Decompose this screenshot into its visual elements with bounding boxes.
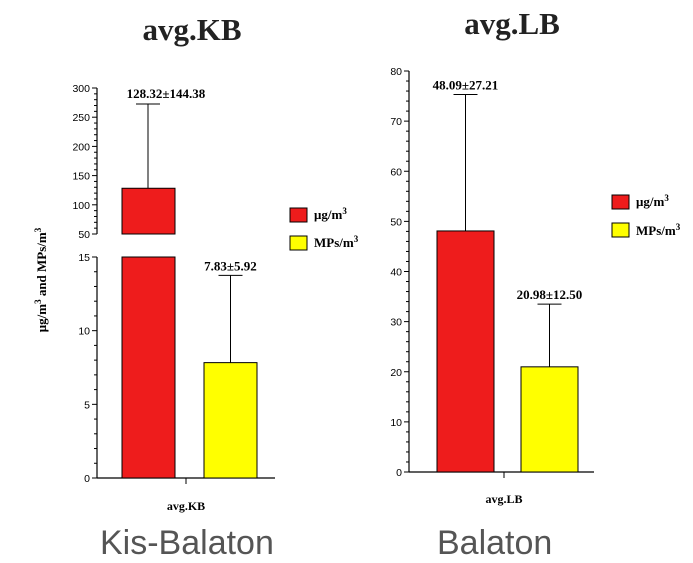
chart-balaton: 0 10 20 30 40 50 60 70 80 avg.LB 48.09±27.21 20.98±… bbox=[390, 66, 594, 506]
y-tick-label: 50 bbox=[78, 229, 90, 241]
y-tick-label: 50 bbox=[390, 216, 402, 228]
data-label: 48.09±27.21 bbox=[433, 78, 499, 93]
y-tick-label: 40 bbox=[390, 267, 402, 279]
legend-kb: μg/m3 MPs/m3 bbox=[289, 206, 359, 251]
chart-title-lb: avg.LB bbox=[464, 6, 560, 41]
y-tick-label: 10 bbox=[390, 417, 402, 429]
bar-ugm3 bbox=[436, 230, 495, 473]
data-label: 7.83±5.92 bbox=[204, 258, 257, 273]
y-tick-label: 70 bbox=[390, 116, 402, 128]
chart-kis-balaton: 0 5 10 15 50 100 150 200 250 300 avg.KB 128.32±144.… bbox=[72, 83, 275, 513]
legend-lb: μg/m3 MPs/m3 bbox=[611, 193, 681, 238]
y-tick-label: 5 bbox=[84, 399, 90, 411]
bar-ugm3-lower bbox=[121, 256, 176, 479]
y-tick-label: 15 bbox=[78, 252, 90, 264]
y-tick-label: 150 bbox=[72, 171, 90, 183]
y-tick-label: 300 bbox=[72, 83, 90, 95]
y-tick-label: 20 bbox=[390, 367, 402, 379]
legend-label-mps: MPs/m3 bbox=[314, 234, 359, 250]
y-tick-label: 250 bbox=[72, 112, 90, 124]
caption-balaton: Balaton bbox=[437, 524, 553, 562]
y-tick-label: 80 bbox=[390, 66, 402, 78]
legend-label-ugm3: μg/m3 bbox=[314, 206, 347, 222]
caption-kis-balaton: Kis-Balaton bbox=[100, 524, 274, 562]
y-tick-label: 0 bbox=[84, 473, 90, 485]
legend-swatch-mps bbox=[289, 235, 308, 251]
legend-swatch-ugm3 bbox=[611, 194, 630, 210]
legend-swatch-mps bbox=[611, 222, 630, 238]
chart-title-kb: avg.KB bbox=[142, 12, 241, 47]
bar-ugm3-upper bbox=[121, 187, 176, 235]
y-tick-label: 10 bbox=[78, 326, 90, 338]
bar-mps bbox=[203, 362, 258, 479]
y-tick-label: 100 bbox=[72, 200, 90, 212]
y-tick-label: 60 bbox=[390, 166, 402, 178]
legend-label-mps: MPs/m3 bbox=[636, 222, 681, 238]
y-tick-label: 0 bbox=[396, 467, 402, 479]
x-tick-label: avg.KB bbox=[167, 499, 205, 513]
y-tick-label: 30 bbox=[390, 317, 402, 329]
data-label: 20.98±12.50 bbox=[517, 287, 583, 302]
y-tick-label: 200 bbox=[72, 141, 90, 153]
bar-mps bbox=[520, 366, 579, 473]
legend-label-ugm3: μg/m3 bbox=[636, 193, 669, 209]
x-tick-label: avg.LB bbox=[485, 492, 522, 506]
legend-swatch-ugm3 bbox=[289, 207, 308, 223]
y-axis-label: μg/m3 and MPs/m3 bbox=[33, 227, 49, 332]
data-label: 128.32±144.38 bbox=[127, 86, 206, 101]
